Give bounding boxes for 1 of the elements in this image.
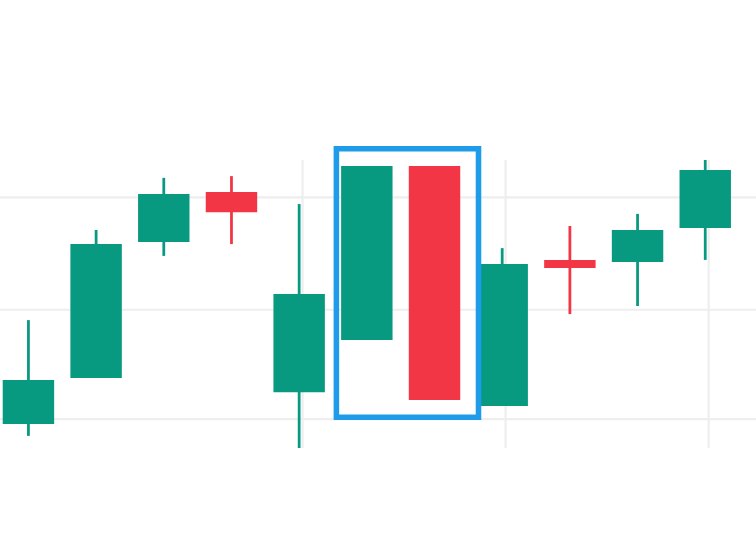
candlestick: [544, 224, 596, 316]
